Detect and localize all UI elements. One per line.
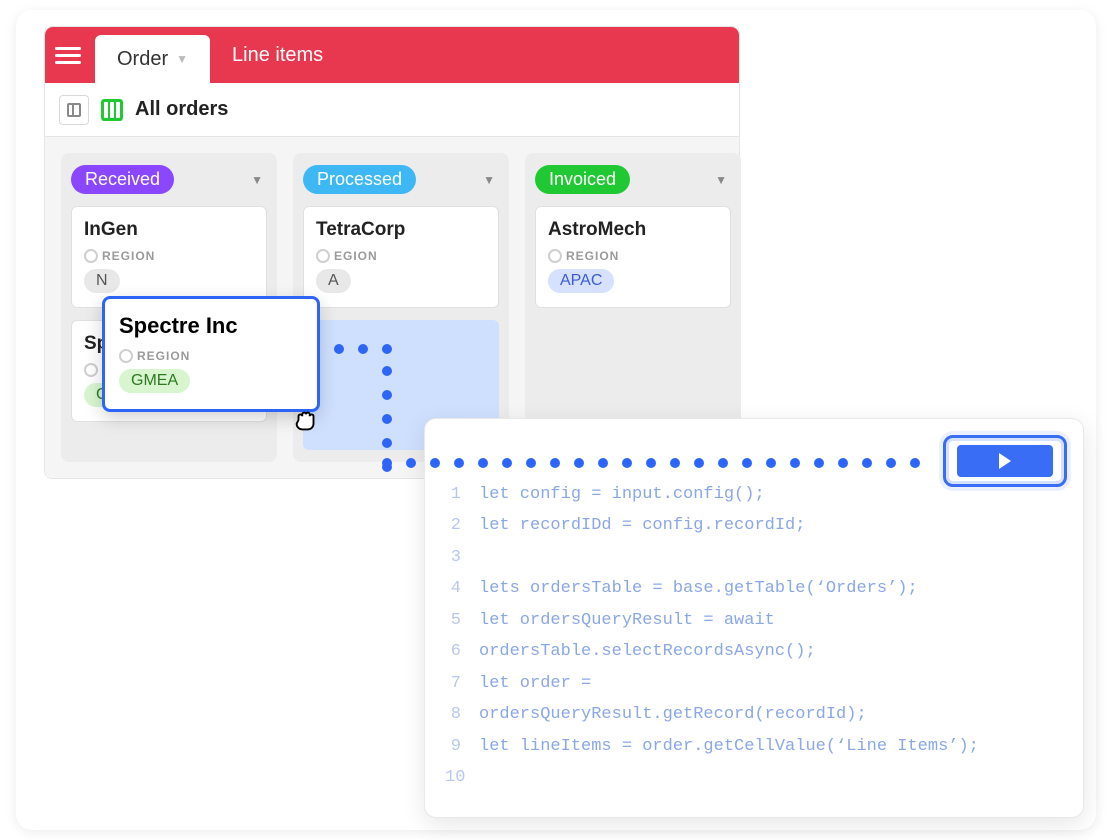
panel-icon	[67, 103, 81, 117]
region-chip: A	[316, 269, 351, 293]
column-menu-icon[interactable]: ▼	[711, 169, 731, 191]
code-line: 6ordersTable.selectRecordsAsync();	[445, 636, 1063, 667]
tab-order[interactable]: Order ▼	[95, 35, 210, 83]
line-number: 2	[445, 510, 479, 541]
code-line: 8ordersQueryResult.getRecord(recordId);	[445, 699, 1063, 730]
run-button[interactable]	[945, 437, 1065, 485]
region-label: REGION	[119, 349, 303, 363]
card-title: InGen	[84, 219, 254, 241]
code-line: 4lets ordersTable = base.getTable(‘Order…	[445, 573, 1063, 604]
region-chip: N	[84, 269, 120, 293]
column-invoiced: Invoiced ▼ AstroMech REGION APAC	[525, 153, 741, 462]
chevron-down-icon: ▼	[176, 52, 188, 66]
code-panel: 1let config = input.config();2let record…	[424, 418, 1084, 818]
card-title: AstroMech	[548, 219, 718, 241]
code-line: 9let lineItems = order.getCellValue(‘Lin…	[445, 731, 1063, 762]
column-menu-icon[interactable]: ▼	[479, 169, 499, 191]
line-number: 9	[445, 731, 479, 762]
code-text: let ordersQueryResult = await	[479, 605, 775, 636]
tab-line-items-label: Line items	[232, 44, 323, 67]
menu-icon[interactable]	[55, 42, 81, 68]
line-number: 4	[445, 573, 479, 604]
view-title: All orders	[135, 98, 228, 121]
connector-dots	[382, 458, 920, 468]
app-canvas: Order ▼ Line items All orders Received ▼	[16, 10, 1096, 830]
code-line: 7let order =	[445, 668, 1063, 699]
status-pill-received: Received	[71, 165, 174, 194]
region-chip: APAC	[548, 269, 614, 293]
subheader: All orders	[45, 83, 739, 137]
code-text: ordersTable.selectRecordsAsync();	[479, 636, 816, 667]
line-number: 6	[445, 636, 479, 667]
region-label: REGION	[548, 249, 718, 263]
kanban-header: Order ▼ Line items	[45, 27, 739, 83]
connector-dots	[334, 344, 392, 354]
connector-dots	[382, 366, 392, 472]
code-text: let recordIDd = config.recordId;	[479, 510, 805, 541]
column-processed: Processed ▼ TetraCorp EGION A	[293, 153, 509, 462]
line-number: 8	[445, 699, 479, 730]
code-line: 5let ordersQueryResult = await	[445, 605, 1063, 636]
region-label: REGION	[84, 249, 254, 263]
dragging-card-spectre[interactable]: Spectre Inc REGION GMEA	[102, 296, 320, 412]
code-line: 3	[445, 542, 1063, 573]
code-editor[interactable]: 1let config = input.config();2let record…	[445, 479, 1063, 793]
card-tetracorp[interactable]: TetraCorp EGION A	[303, 206, 499, 308]
code-text: ordersQueryResult.getRecord(recordId);	[479, 699, 867, 730]
line-number: 3	[445, 542, 479, 573]
code-line: 2let recordIDd = config.recordId;	[445, 510, 1063, 541]
code-text: let config = input.config();	[479, 479, 765, 510]
status-pill-processed: Processed	[303, 165, 416, 194]
card-title: TetraCorp	[316, 219, 486, 241]
code-text: lets ordersTable = base.getTable(‘Orders…	[479, 573, 918, 604]
tab-order-label: Order	[117, 48, 168, 71]
status-pill-invoiced: Invoiced	[535, 165, 630, 194]
card-title: Spectre Inc	[119, 313, 303, 339]
region-chip: GMEA	[119, 369, 190, 393]
line-number: 10	[445, 762, 479, 793]
code-text: let order =	[479, 668, 591, 699]
card-ingen[interactable]: InGen REGION N	[71, 206, 267, 308]
column-menu-icon[interactable]: ▼	[247, 169, 267, 191]
region-label: EGION	[316, 249, 486, 263]
sidebar-toggle-button[interactable]	[59, 95, 89, 125]
code-text: let lineItems = order.getCellValue(‘Line…	[479, 731, 979, 762]
play-icon	[957, 445, 1053, 477]
code-line: 10	[445, 762, 1063, 793]
kanban-view-icon	[101, 99, 123, 121]
line-number: 1	[445, 479, 479, 510]
line-number: 7	[445, 668, 479, 699]
card-astromech[interactable]: AstroMech REGION APAC	[535, 206, 731, 308]
line-number: 5	[445, 605, 479, 636]
tab-line-items[interactable]: Line items	[210, 27, 345, 83]
